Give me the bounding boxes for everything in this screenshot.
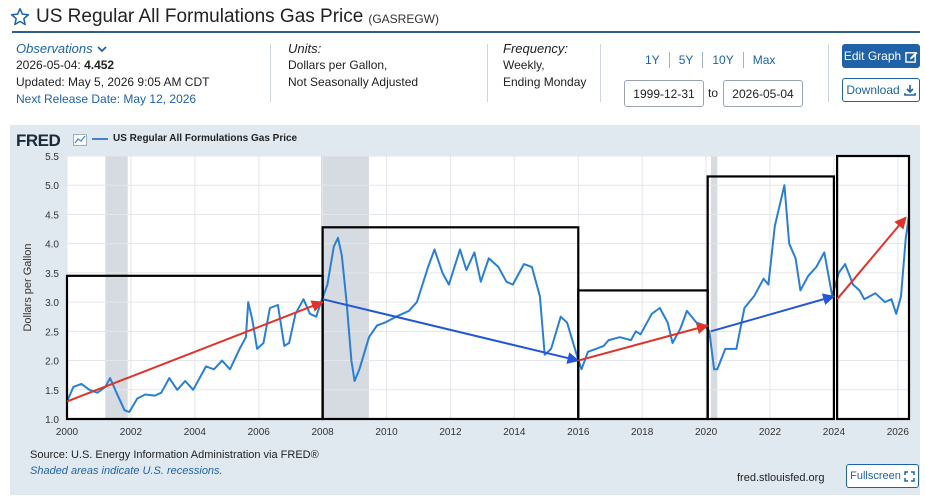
- page-title: US Regular All Formulations Gas Price: [36, 6, 364, 27]
- x-tick-label: 2020: [695, 427, 718, 438]
- edit-graph-label: Edit Graph: [843, 49, 902, 63]
- chevron-down-icon: [96, 45, 107, 52]
- x-tick-label: 2018: [631, 427, 654, 438]
- units-line-1: Dollars per Gallon,: [288, 58, 388, 72]
- y-tick-label: 5.0: [45, 181, 59, 192]
- x-tick-label: 2010: [375, 427, 398, 438]
- fullscreen-button[interactable]: Fullscreen: [846, 464, 919, 488]
- frequency-line-1: Weekly,: [503, 58, 545, 72]
- frequency-heading: Frequency:: [503, 41, 569, 56]
- y-tick-label: 3.5: [45, 269, 59, 280]
- y-tick-label: 2.5: [45, 327, 59, 338]
- series-code: (GASREGW): [368, 12, 440, 26]
- start-date-input[interactable]: 1999-12-31: [624, 80, 704, 107]
- y-tick-label: 4.5: [45, 210, 59, 221]
- annotation-box: [836, 154, 911, 421]
- latest-value: 4.452: [84, 58, 115, 72]
- observations-dropdown[interactable]: Observations: [16, 40, 209, 57]
- y-tick-label: 4.0: [45, 240, 59, 251]
- y-tick-label: 3.0: [45, 298, 59, 309]
- x-tick-label: 2024: [823, 427, 846, 438]
- trend-arrow: [578, 322, 709, 362]
- trend-arrow: [710, 293, 836, 333]
- range-max-link[interactable]: Max: [752, 53, 776, 67]
- legend-label: US Regular All Formulations Gas Price: [113, 133, 298, 144]
- fullscreen-icon: [904, 470, 915, 482]
- y-axis-label: Dollars per Gallon: [22, 243, 34, 331]
- separator: [702, 52, 704, 68]
- x-tick-label: 2016: [567, 427, 590, 438]
- chart-legend: US Regular All Formulations Gas Price: [92, 133, 297, 144]
- divider: [487, 44, 488, 102]
- observations-block: Observations 2026-05-04: 4.452 Updated: …: [16, 40, 209, 108]
- trend-arrow: [322, 298, 580, 364]
- divider: [600, 44, 601, 102]
- recession-shade: [105, 156, 128, 419]
- x-tick-label: 2022: [759, 427, 782, 438]
- latest-date: 2026-05-04:: [16, 58, 81, 72]
- units-block: Units: Dollars per Gallon, Not Seasonall…: [288, 40, 418, 91]
- x-tick-label: 2000: [56, 427, 79, 438]
- separator: [742, 52, 744, 68]
- y-tick-label: 2.0: [45, 357, 59, 368]
- date-to-label: to: [708, 86, 719, 100]
- y-tick-label: 1.0: [45, 415, 59, 426]
- recession-shade: [710, 156, 718, 419]
- range-links: 1Y 5Y 10Y Max: [636, 52, 784, 68]
- plot-area: [67, 156, 909, 419]
- next-release-link[interactable]: Next Release Date: May 12, 2026: [16, 92, 197, 106]
- x-tick-label: 2008: [312, 427, 335, 438]
- units-line-2: Not Seasonally Adjusted: [288, 75, 419, 89]
- shading-note: Shaded areas indicate U.S. recessions.: [30, 465, 223, 477]
- x-tick-label: 2006: [248, 427, 271, 438]
- separator: [668, 52, 670, 68]
- x-tick-label: 2012: [439, 427, 462, 438]
- updated-text: Updated: May 5, 2026 9:05 AM CDT: [16, 75, 210, 89]
- divider: [270, 44, 271, 102]
- fred-logo: FRED: [16, 131, 61, 150]
- fullscreen-label: Fullscreen: [850, 470, 901, 482]
- download-button[interactable]: Download: [842, 78, 920, 102]
- download-icon: [903, 85, 916, 96]
- y-tick-label: 1.5: [45, 386, 59, 397]
- range-10y-link[interactable]: 10Y: [712, 53, 734, 67]
- x-tick-label: 2026: [887, 427, 910, 438]
- title-divider: [12, 31, 920, 33]
- edit-graph-button[interactable]: Edit Graph: [842, 44, 920, 68]
- series-line: [66, 184, 910, 413]
- source-note: Source: U.S. Energy Information Administ…: [30, 449, 319, 461]
- units-heading: Units:: [288, 41, 322, 56]
- x-tick-label: 2014: [503, 427, 526, 438]
- latest-observation: 2026-05-04: 4.452: [16, 57, 209, 74]
- star-outline-icon[interactable]: [10, 7, 30, 27]
- x-tick-label: 2004: [184, 427, 207, 438]
- observations-heading: Observations: [16, 41, 93, 56]
- pencil-square-icon: [905, 51, 918, 63]
- trend-arrow: [836, 216, 907, 300]
- frequency-line-2: Ending Monday: [503, 75, 587, 89]
- site-credit: fred.stlouisfed.org: [737, 472, 825, 484]
- end-date-input[interactable]: 2026-05-04: [723, 80, 803, 107]
- title-row: US Regular All Formulations Gas Price (G…: [10, 4, 920, 30]
- x-tick-label: 2002: [120, 427, 143, 438]
- sparkline-icon: [73, 134, 87, 146]
- range-1y-link[interactable]: 1Y: [645, 53, 660, 67]
- trend-arrow: [66, 300, 324, 403]
- download-label: Download: [846, 83, 900, 97]
- y-tick-label: 5.5: [45, 152, 59, 163]
- frequency-block: Frequency: Weekly, Ending Monday: [503, 40, 586, 91]
- legend-swatch: [92, 137, 108, 140]
- divider: [828, 44, 829, 102]
- range-5y-link[interactable]: 5Y: [678, 53, 694, 67]
